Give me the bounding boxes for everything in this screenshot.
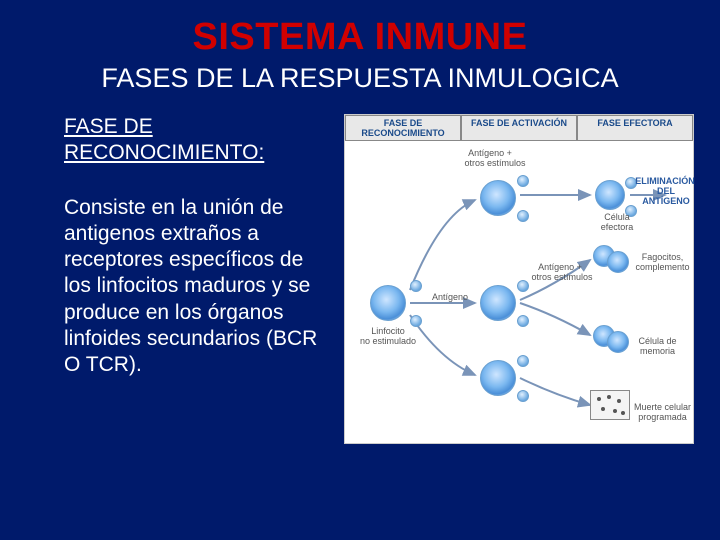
receptor-icon xyxy=(517,210,529,222)
label-celula-efectora: Célula efectora xyxy=(587,213,647,233)
label-no-estimulado: no estimulado xyxy=(353,337,423,347)
label-otros-top: otros estímulos xyxy=(455,159,535,169)
receptor-icon xyxy=(517,390,529,402)
cell-icon xyxy=(370,285,406,321)
receptor-icon xyxy=(517,175,529,187)
header-reconocimiento: FASE DE RECONOCIMIENTO xyxy=(345,115,461,141)
label-antigeno-mid: Antígeno xyxy=(425,293,475,303)
label-otros-2: otros estímulos xyxy=(527,273,597,283)
label-muerte-2: programada xyxy=(630,413,695,423)
slide-title: SISTEMA INMUNE xyxy=(0,0,720,59)
receptor-icon xyxy=(410,280,422,292)
label-eliminacion-2: DEL ANTÍGENO xyxy=(633,187,699,207)
header-activacion: FASE DE ACTIVACIÓN xyxy=(461,115,577,141)
cell-icon xyxy=(480,180,516,216)
apoptosis-box xyxy=(590,390,630,420)
arrow-icon xyxy=(520,303,590,335)
receptor-icon xyxy=(517,355,529,367)
content-row: FASE DE RECONOCIMIENTO: Consiste en la u… xyxy=(0,114,720,444)
diagram-header-row: FASE DE RECONOCIMIENTO FASE DE ACTIVACIÓ… xyxy=(345,115,693,141)
label-fagocitos: Fagocitos, complemento xyxy=(630,253,695,273)
receptor-icon xyxy=(410,315,422,327)
cell-icon xyxy=(595,180,625,210)
cell-icon xyxy=(480,360,516,396)
slide-subtitle: FASES DE LA RESPUESTA INMULOGICA xyxy=(0,59,720,114)
immune-diagram: FASE DE RECONOCIMIENTO FASE DE ACTIVACIÓ… xyxy=(344,114,694,444)
body-text: Consiste en la unión de antigenos extrañ… xyxy=(64,195,332,379)
receptor-icon xyxy=(517,315,529,327)
arrow-icon xyxy=(410,200,475,290)
cell-icon xyxy=(480,285,516,321)
arrow-icon xyxy=(520,378,590,405)
label-memoria: Célula de memoria xyxy=(620,337,695,357)
phase-heading: FASE DE RECONOCIMIENTO: xyxy=(64,114,332,167)
left-column: FASE DE RECONOCIMIENTO: Consiste en la u… xyxy=(64,114,344,444)
header-efectora: FASE EFECTORA xyxy=(577,115,693,141)
